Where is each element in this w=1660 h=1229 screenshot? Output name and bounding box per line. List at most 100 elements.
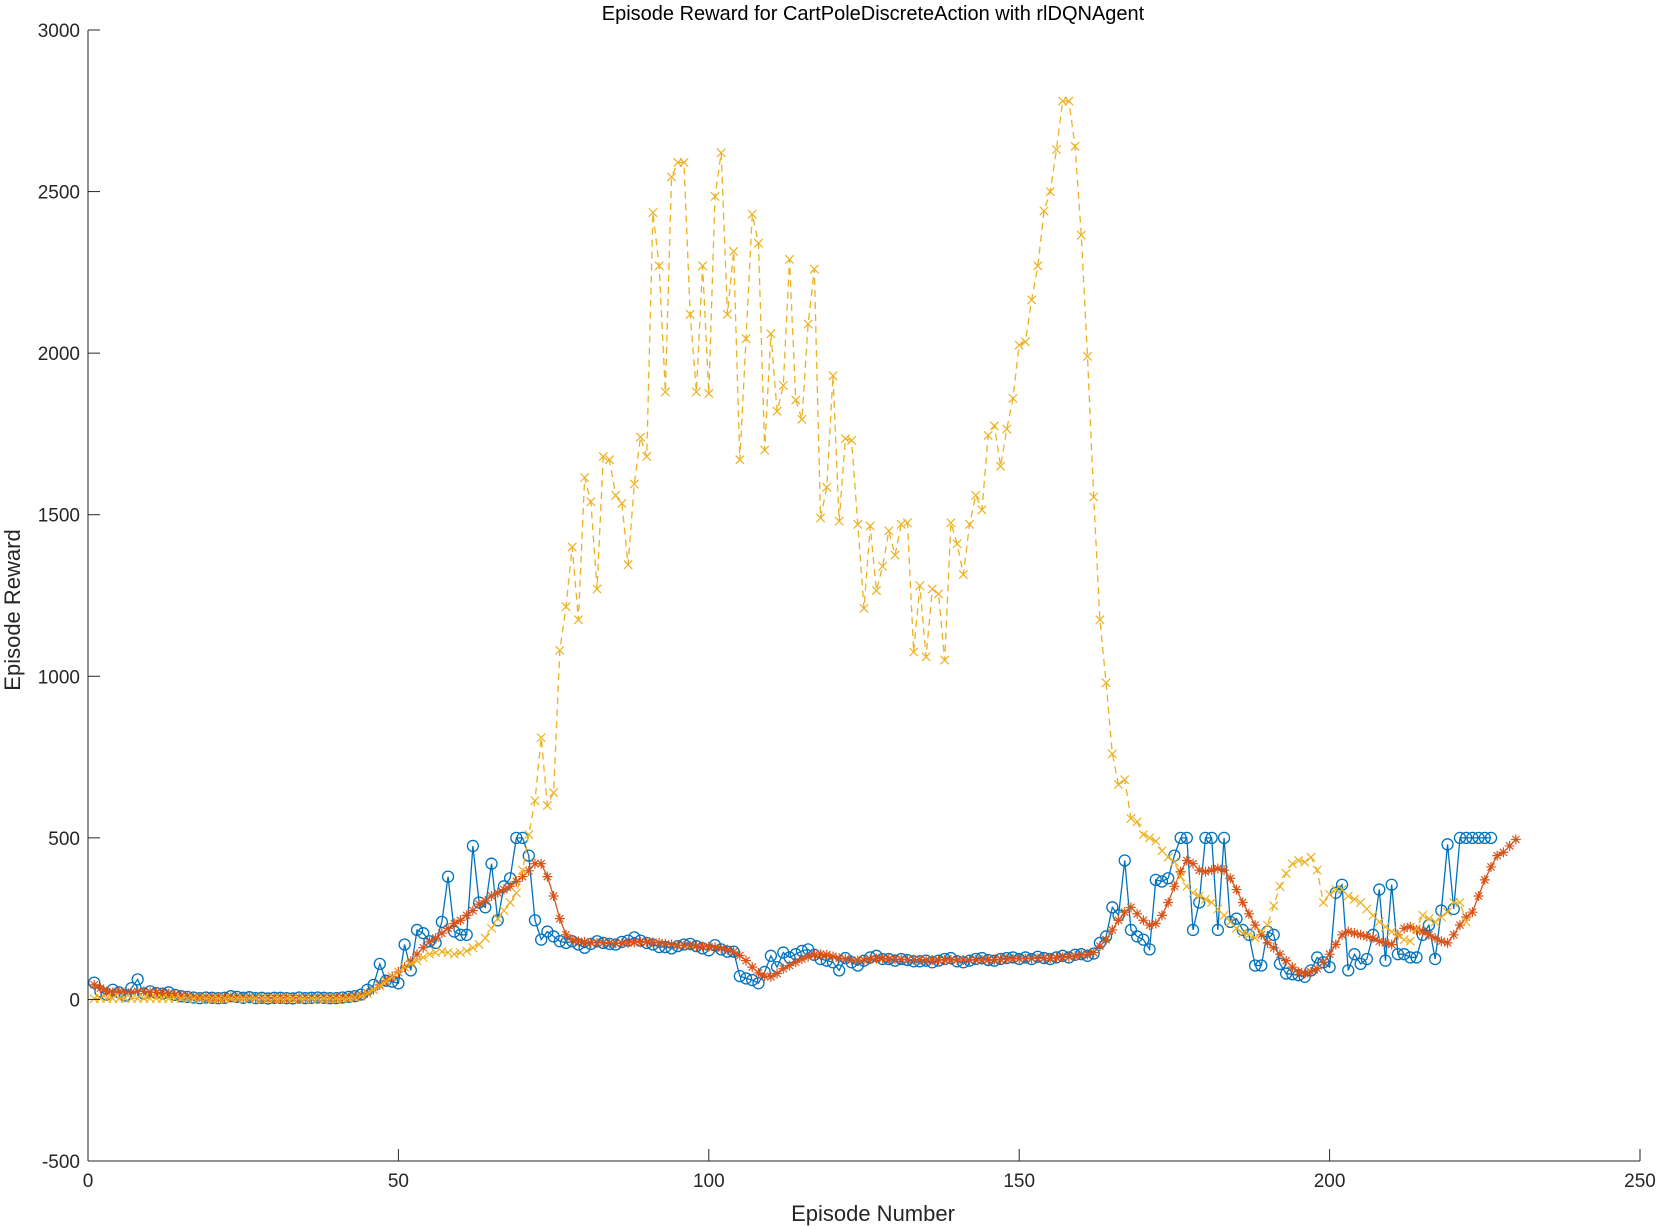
series-3-point-213: [1405, 936, 1415, 946]
series-1-point-214: [1410, 951, 1423, 964]
series-3-point-113: [784, 254, 795, 265]
series-1-point-218: [1435, 904, 1448, 917]
series-3-point-55: [424, 949, 435, 959]
series-2-point-180: [1200, 866, 1211, 877]
series-3-point-45: [362, 988, 372, 999]
series-2-point-205: [1355, 929, 1366, 940]
series-2-point-15: [176, 990, 187, 1001]
series-3-point-66: [493, 914, 503, 924]
series-3-point-80: [580, 472, 590, 483]
series-2-point-3: [101, 986, 112, 997]
series-2-point-102: [716, 943, 727, 954]
series-2-point-151: [1020, 953, 1031, 964]
series-1-point-72: [528, 914, 542, 927]
series-2-point-193: [1281, 955, 1292, 966]
x-tick-label: 100: [693, 1171, 725, 1192]
series-1-point-61: [460, 928, 473, 941]
series-1-point-177: [1180, 831, 1193, 845]
series-2: [89, 834, 1521, 1003]
series-2-point-56: [430, 933, 441, 944]
series-3-point-165: [1107, 749, 1117, 759]
series-2-point-229: [1504, 840, 1515, 851]
series-2-point-141: [958, 955, 969, 966]
series-2-point-183: [1219, 865, 1230, 876]
series-3-point-68: [505, 897, 515, 908]
series-3-point-211: [1393, 930, 1403, 940]
series-3-point-154: [1039, 206, 1049, 216]
series-1-point-50: [392, 977, 405, 990]
series-3-point-134: [915, 581, 925, 591]
series-3-point-133: [909, 647, 919, 657]
series-3-point-143: [971, 490, 981, 500]
series-3-point-170: [1138, 830, 1148, 840]
series-3-point-50: [393, 967, 404, 977]
y-tick-label: -500: [42, 1152, 80, 1173]
series-2-point-126: [865, 954, 876, 965]
series-3-point-132: [902, 518, 913, 528]
series-1-point-69: [510, 831, 523, 845]
x-tick-label: 150: [1003, 1171, 1035, 1192]
series-2-point-24: [231, 992, 242, 1003]
series-2-point-93: [660, 938, 671, 949]
series-2-point-100: [703, 941, 714, 952]
series-2-point-16: [182, 991, 193, 1002]
series-3-point-53: [412, 956, 422, 966]
series-2-point-186: [1237, 897, 1248, 908]
series-3-point-136: [927, 584, 937, 594]
series-2-point-94: [666, 939, 677, 950]
series-2-point-70: [517, 871, 528, 882]
series-2-point-225: [1479, 874, 1490, 885]
series-3-point-46: [368, 985, 379, 995]
series-3-point-191: [1269, 901, 1279, 911]
y-tick-label: 500: [48, 829, 80, 850]
series-2-point-167: [1119, 907, 1130, 918]
series-3-point-58: [443, 947, 453, 958]
series-2-point-54: [418, 942, 429, 953]
series-2-point-190: [1262, 937, 1273, 948]
series-3-point-49: [387, 972, 397, 982]
series-3-point-159: [1070, 141, 1080, 151]
series-3-point-156: [1051, 144, 1062, 155]
series-2-point-191: [1268, 942, 1279, 953]
series-2-point-146: [989, 954, 1000, 965]
series-2-point-117: [809, 949, 820, 960]
series-2-point-221: [1454, 920, 1465, 931]
series-3-line: [94, 100, 1467, 1000]
series-2-point-189: [1256, 929, 1267, 940]
series-2-point-144: [976, 955, 987, 966]
series-3-point-77: [561, 602, 571, 612]
series-2-point-198: [1312, 963, 1323, 974]
series-1-point-171: [1143, 943, 1156, 956]
series-3-point-138: [940, 655, 950, 665]
series-2-point-122: [840, 954, 851, 965]
series-2-point-175: [1169, 881, 1180, 892]
series-3-point-130: [890, 550, 900, 560]
series-3-point-78: [567, 542, 577, 552]
series-2-point-136: [927, 955, 938, 966]
series-2-point-60: [455, 915, 466, 926]
series-2-point-123: [846, 955, 857, 966]
series-3-point-199: [1318, 897, 1329, 908]
series-2-point-84: [604, 937, 615, 948]
series-3-point-186: [1238, 928, 1248, 938]
series-2-point-89: [635, 937, 646, 948]
series-2-point-85: [610, 938, 621, 949]
series-1-point-110: [764, 949, 778, 962]
y-tick-label: 0: [69, 990, 80, 1011]
series-2-point-111: [772, 968, 783, 979]
series-2-point-99: [697, 941, 708, 952]
series-3-point-85: [611, 490, 621, 500]
series-3-point-109: [760, 445, 770, 455]
series-3-point-148: [1002, 424, 1012, 434]
series-1-point-223: [1466, 831, 1479, 845]
series-2-point-55: [424, 936, 435, 947]
series-2-point-81: [585, 937, 596, 948]
series-2-point-10: [145, 987, 156, 998]
series-2-point-150: [1014, 953, 1025, 964]
series-2-point-120: [827, 951, 838, 962]
series-1-point-180: [1199, 831, 1212, 845]
series-2-point-66: [492, 887, 503, 898]
y-tick-label: 2000: [38, 344, 80, 365]
series-1-point-222: [1460, 831, 1473, 845]
series-2-point-228: [1498, 847, 1509, 858]
